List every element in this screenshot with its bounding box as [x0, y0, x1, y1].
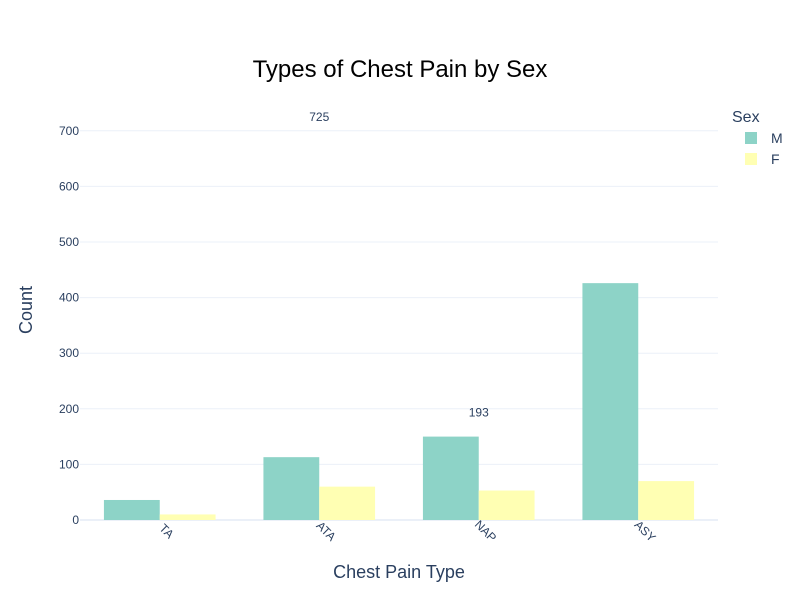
legend-swatch-m [745, 132, 757, 144]
legend-label-m: M [771, 130, 783, 146]
bar-f-nap [478, 490, 535, 520]
y-axis: 0 100 200 300 400 500 600 700 [59, 124, 79, 527]
y-axis-title: Count [16, 286, 36, 334]
x-axis-title: Chest Pain Type [333, 562, 465, 582]
legend-label-f: F [771, 151, 780, 167]
x-axis: TA ATA NAP ASY [157, 517, 659, 544]
y-tick-label: 500 [59, 235, 79, 249]
y-tick-label: 0 [72, 513, 79, 527]
annotation-label: 193 [469, 406, 489, 420]
bar-f-ta [159, 514, 216, 520]
bar-f-ata [319, 486, 376, 520]
bar-m-ata [263, 457, 320, 520]
x-tick-label: NAP [472, 517, 499, 544]
y-tick-label: 700 [59, 124, 79, 138]
legend-title: Sex [732, 109, 760, 126]
y-tick-label: 600 [59, 179, 79, 193]
legend: Sex MF [732, 109, 783, 167]
y-tick-label: 400 [59, 291, 79, 305]
annotations: 725 193 [309, 110, 489, 420]
bar-f-asy [638, 481, 695, 520]
x-tick-label: ATA [314, 519, 339, 544]
x-tick-label: ASY [632, 518, 659, 545]
bars [103, 283, 695, 520]
x-tick-label: TA [157, 521, 177, 541]
legend-swatch-f [745, 153, 757, 165]
bar-m-nap [422, 436, 479, 520]
y-tick-label: 200 [59, 402, 79, 416]
y-tick-label: 100 [59, 457, 79, 471]
annotation-label: 725 [309, 110, 329, 124]
bar-m-ta [103, 499, 160, 520]
bar-m-asy [582, 283, 639, 520]
y-tick-label: 300 [59, 346, 79, 360]
chart-title: Types of Chest Pain by Sex [253, 56, 548, 83]
